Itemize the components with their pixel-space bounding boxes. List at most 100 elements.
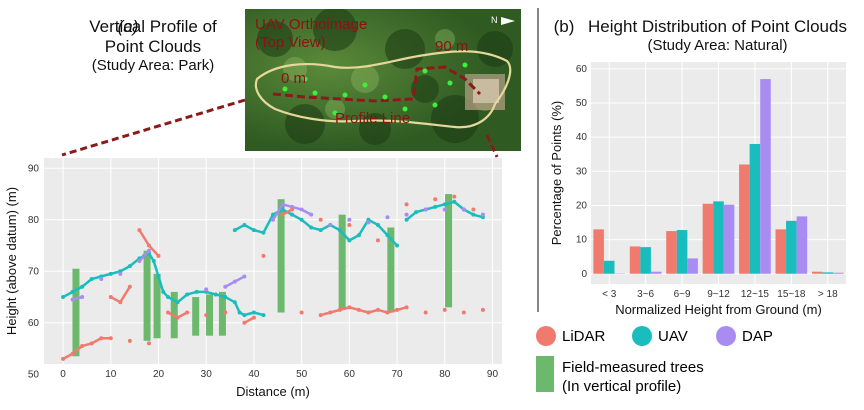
point-lidar: [461, 310, 466, 315]
bar-dap: [760, 79, 771, 274]
profile-chart: 0 10 20 30 40 50 60 70 80 90 50 60 70 80 90 Distance (m…: [4, 158, 502, 399]
x-tick-label: 30: [201, 369, 213, 380]
profile-trace-dap: [271, 203, 284, 222]
bar-dap: [723, 204, 735, 274]
field-tree-bar: [192, 297, 200, 336]
y-tick-label: 60: [576, 64, 588, 75]
point-dap: [423, 207, 428, 212]
x-tick-label: 12~15: [741, 289, 770, 300]
profile-trace-uav: [300, 218, 313, 229]
y-tick-label: 70: [28, 266, 40, 277]
profile-trace-dap: [71, 295, 84, 301]
profile-trace-uav: [233, 300, 241, 314]
profile-trace-dap: [281, 203, 294, 209]
legend-swatch-uav: [632, 326, 652, 346]
point-dap: [347, 217, 352, 222]
profile-trace-uav: [309, 226, 322, 232]
plot-panel: [44, 158, 502, 364]
point-lidar: [318, 217, 323, 222]
profile-trace-lidar: [348, 306, 361, 312]
profile-trace-uav: [433, 203, 446, 209]
profile-trace-lidar: [243, 316, 256, 325]
panel-b-title: Height Distribution of Point Clouds: [588, 17, 847, 36]
profile-trace-uav: [367, 218, 380, 227]
y-tick-label: 40: [576, 132, 588, 143]
y-tick-label: 0: [581, 269, 587, 280]
point-lidar: [480, 307, 485, 312]
x-tick-label: 3~6: [637, 289, 654, 300]
inset-label-profile: Profile Line: [335, 110, 410, 127]
uav-orthoimage: UAV Orthoimage (Top View) 90 m 0 m Profi…: [245, 9, 521, 151]
profile-trace-uav: [214, 293, 227, 299]
point-lidar: [223, 310, 228, 315]
point-dap: [99, 277, 104, 282]
x-tick-label: 0: [60, 369, 66, 380]
x-tick-label: 90: [487, 369, 499, 380]
y-tick-label: 30: [576, 166, 588, 177]
point-dap: [204, 287, 209, 292]
legend-label-dap: DAP: [742, 328, 773, 345]
profile-trace-uav: [405, 210, 418, 222]
profile-trace-uav: [119, 264, 132, 273]
profile-trace-uav: [338, 228, 351, 242]
profile-trace-uav: [147, 252, 155, 263]
bar-dap: [796, 216, 808, 274]
y-tick-label: 10: [576, 235, 588, 246]
point-lidar: [471, 207, 476, 212]
profile-trace-uav: [100, 272, 113, 278]
profile-trace-uav: [61, 290, 74, 299]
y-tick-label: 60: [28, 318, 40, 329]
panel-b-tag: (b): [553, 17, 575, 36]
profile-trace-uav: [453, 200, 466, 211]
inset-title-line2: (Top View): [255, 34, 326, 51]
legend: LiDAR UAV DAP Field-measured trees (In v…: [536, 326, 773, 395]
point-dap: [480, 212, 485, 217]
profile-trace-uav: [185, 290, 198, 296]
profile-trace-uav: [71, 285, 84, 294]
profile-trace-lidar: [119, 285, 132, 304]
point-lidar: [299, 310, 304, 315]
profile-trace-dap: [224, 280, 237, 288]
profile-trace-uav: [252, 311, 265, 317]
profile-trace-dap: [300, 208, 313, 216]
legend-label-trees-line1: Field-measured trees: [562, 359, 704, 376]
field-tree-bar: [338, 214, 346, 310]
panel-a-subtitle: (Study Area: Park): [91, 57, 215, 74]
legend-label-uav: UAV: [658, 328, 688, 345]
profile-trace-uav: [166, 295, 179, 304]
profile-trace-lidar: [176, 311, 189, 319]
bar-uav: [713, 201, 724, 274]
connector-right: [485, 134, 499, 158]
profile-trace-lidar: [319, 311, 332, 317]
legend-label-lidar: LiDAR: [562, 328, 606, 345]
profile-trace-uav: [243, 223, 256, 232]
bar-uav: [603, 260, 615, 274]
point-dap: [118, 271, 123, 276]
bar-lidar: [811, 271, 823, 274]
point-lidar: [204, 313, 209, 318]
profile-trace-uav: [252, 228, 265, 234]
point-lidar: [433, 197, 438, 202]
profile-trace-lidar: [376, 308, 389, 314]
bar-lidar: [739, 164, 750, 274]
point-dap: [366, 220, 371, 225]
inset-title-line1: UAV Orthoimage: [255, 16, 367, 33]
point-dap: [461, 207, 466, 212]
profile-trace-uav: [376, 223, 389, 237]
profile-trace-lidar: [147, 244, 160, 258]
x-tick-label: > 18: [818, 289, 838, 300]
y-tick-label: 90: [28, 163, 40, 174]
x-axis-label: Distance (m): [236, 384, 310, 399]
bar-lidar: [666, 231, 677, 274]
field-tree-bar: [445, 194, 453, 308]
profile-trace-uav: [243, 311, 256, 317]
legend-swatch-trees: [536, 356, 554, 392]
x-axis-label: Normalized Height from Ground (m): [615, 302, 822, 317]
profile-trace-uav: [204, 290, 217, 296]
profile-trace-lidar: [90, 337, 103, 345]
connector-left: [61, 98, 246, 157]
inset-label-end: 90 m: [435, 38, 468, 55]
panel-a-title-line2: Point Clouds: [104, 37, 202, 56]
field-tree-bar: [153, 273, 161, 339]
